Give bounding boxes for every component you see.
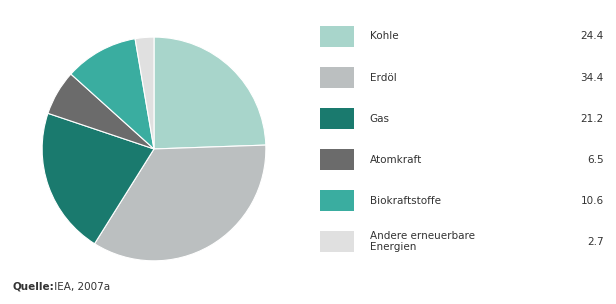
- Text: 21.2: 21.2: [580, 114, 604, 123]
- Text: 2.7: 2.7: [587, 237, 604, 247]
- Wedge shape: [135, 37, 154, 149]
- Text: 6.5: 6.5: [587, 155, 604, 164]
- Text: Biokraftstoffe: Biokraftstoffe: [370, 196, 440, 206]
- Wedge shape: [42, 113, 154, 244]
- Text: Kohle: Kohle: [370, 32, 398, 41]
- Text: 24.4: 24.4: [580, 32, 604, 41]
- Wedge shape: [71, 39, 154, 149]
- Text: Andere erneuerbare
Energien: Andere erneuerbare Energien: [370, 231, 474, 253]
- Text: 10.6: 10.6: [580, 196, 604, 206]
- Wedge shape: [94, 145, 266, 261]
- Text: Erdöl: Erdöl: [370, 73, 396, 82]
- Wedge shape: [48, 74, 154, 149]
- Text: Atomkraft: Atomkraft: [370, 155, 422, 164]
- Text: Quelle:: Quelle:: [12, 282, 54, 292]
- Text: Gas: Gas: [370, 114, 389, 123]
- Wedge shape: [154, 37, 266, 149]
- Text: IEA, 2007a: IEA, 2007a: [51, 282, 110, 292]
- Text: 34.4: 34.4: [580, 73, 604, 82]
